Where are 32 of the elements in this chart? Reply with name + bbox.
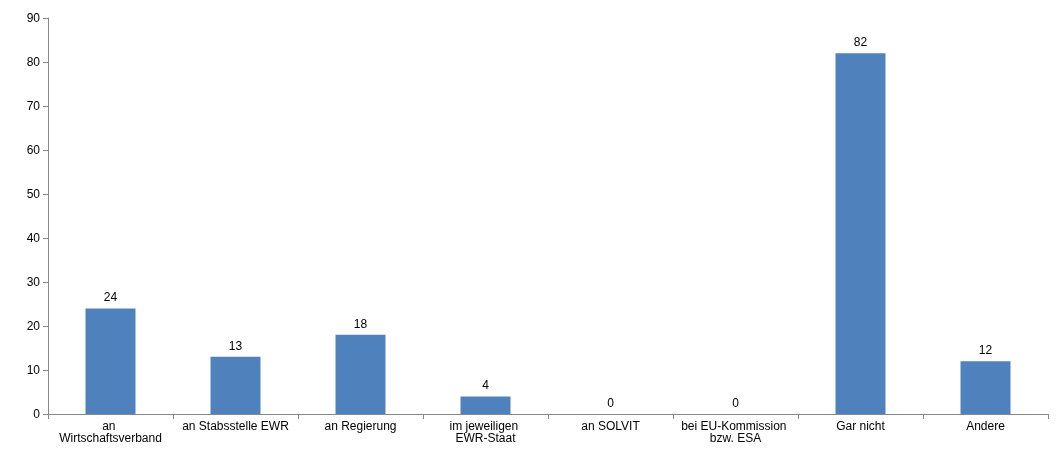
x-tick-label: an Stabsstelle EWR [182,419,290,433]
bar [85,308,136,414]
data-label: 18 [353,316,368,331]
bar [335,334,386,414]
data-label: 0 [732,396,740,410]
data-label: 0 [607,396,615,410]
data-label: 4 [482,378,490,393]
x-tick-label: bei EU-Kommission bzw. ESA [681,419,790,445]
bar [960,361,1011,414]
y-tick-label: 80 [26,55,41,69]
y-tick-label: 20 [26,319,41,333]
x-tick-label: an Wirtschaftsverband [59,419,162,445]
bar [460,396,511,414]
x-tick-label: Andere [966,419,1006,433]
y-tick-label: 30 [26,275,41,289]
x-tick-label: an Regierung [324,419,397,433]
y-tick-label: 70 [26,99,41,113]
x-tick-label: an SOLVIT [581,419,641,433]
x-tick-label: Gar nicht [836,419,886,433]
y-tick-label: 10 [26,363,41,377]
bar [210,356,261,414]
bar [835,53,886,414]
y-tick-label: 90 [26,11,41,25]
data-label: 12 [978,343,993,358]
data-label: 24 [103,290,118,305]
y-tick-label: 60 [26,143,41,157]
y-tick-label: 40 [26,231,41,245]
y-tick-label: 0 [33,407,41,421]
data-label: 82 [853,35,868,50]
x-tick-label: im jeweiligen EWR-Staat [449,419,522,445]
data-label: 13 [228,338,243,353]
y-tick-label: 50 [26,187,41,201]
